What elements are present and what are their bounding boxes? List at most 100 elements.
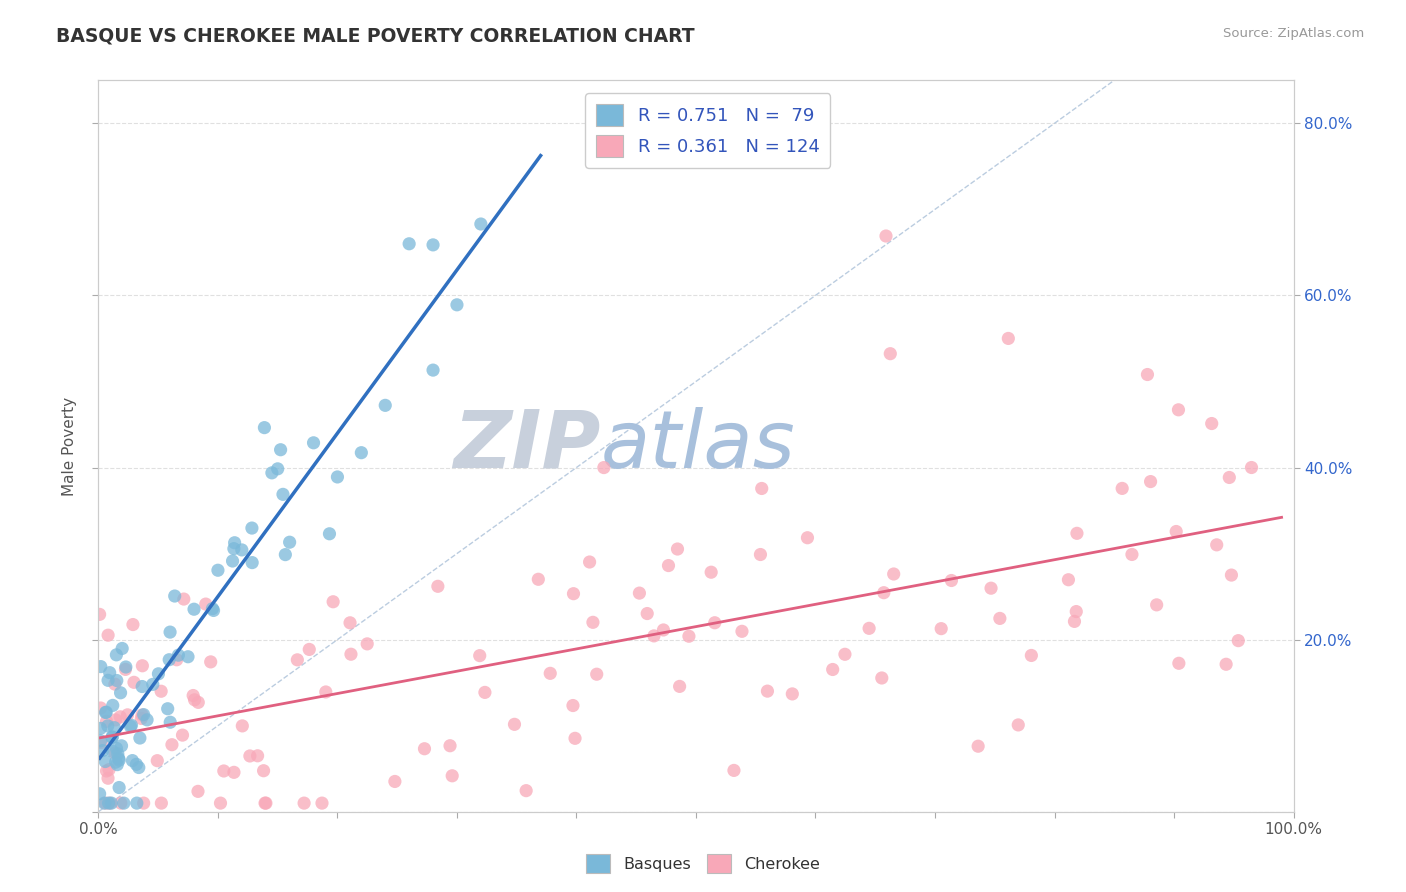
Point: [374, 398, 396, 412]
Point: [271, 487, 294, 501]
Point: [222, 541, 245, 556]
Point: [821, 663, 844, 677]
Point: [267, 462, 290, 476]
Point: [111, 641, 134, 656]
Point: [94, 796, 117, 810]
Point: [413, 741, 436, 756]
Point: [110, 739, 132, 753]
Point: [101, 730, 124, 744]
Text: Source: ZipAtlas.com: Source: ZipAtlas.com: [1223, 27, 1364, 40]
Point: [209, 796, 232, 810]
Point: [105, 648, 128, 662]
Point: [422, 363, 444, 377]
Point: [446, 298, 468, 312]
Point: [110, 710, 132, 724]
Point: [582, 615, 605, 630]
Point: [157, 653, 180, 667]
Point: [292, 796, 315, 810]
Point: [503, 717, 526, 731]
Point: [96, 705, 118, 719]
Point: [285, 653, 308, 667]
Point: [246, 748, 269, 763]
Point: [131, 708, 153, 723]
Point: [941, 574, 963, 588]
Point: [212, 764, 235, 778]
Point: [254, 796, 277, 810]
Point: [90, 701, 112, 715]
Point: [148, 666, 170, 681]
Point: [105, 673, 128, 688]
Point: [90, 659, 112, 673]
Point: [98, 763, 121, 777]
Point: [120, 719, 142, 733]
Point: [270, 442, 292, 457]
Point: [751, 482, 773, 496]
Point: [1167, 657, 1189, 671]
Point: [723, 764, 745, 778]
Point: [107, 747, 129, 761]
Point: [89, 722, 111, 736]
Point: [988, 611, 1011, 625]
Point: [107, 751, 129, 765]
Point: [929, 622, 952, 636]
Point: [131, 711, 153, 725]
Point: [980, 581, 1002, 595]
Point: [125, 796, 148, 810]
Point: [187, 784, 209, 798]
Point: [101, 744, 124, 758]
Point: [98, 796, 121, 810]
Point: [194, 597, 217, 611]
Point: [104, 677, 127, 691]
Point: [252, 764, 274, 778]
Point: [121, 754, 143, 768]
Point: [105, 757, 128, 772]
Point: [132, 796, 155, 810]
Point: [97, 628, 120, 642]
Point: [97, 796, 120, 810]
Point: [128, 760, 150, 774]
Point: [115, 660, 138, 674]
Point: [439, 739, 461, 753]
Point: [224, 535, 246, 549]
Point: [756, 684, 779, 698]
Point: [278, 535, 301, 549]
Point: [585, 667, 607, 681]
Point: [967, 739, 990, 754]
Point: [177, 649, 200, 664]
Point: [474, 685, 496, 699]
Text: atlas: atlas: [600, 407, 796, 485]
Point: [183, 602, 205, 616]
Point: [120, 718, 142, 732]
Point: [1220, 568, 1243, 582]
Point: [311, 796, 333, 810]
Point: [350, 445, 373, 459]
Point: [90, 734, 112, 748]
Point: [172, 728, 194, 742]
Point: [468, 648, 491, 663]
Point: [422, 238, 444, 252]
Point: [160, 738, 183, 752]
Point: [782, 687, 804, 701]
Point: [1240, 460, 1263, 475]
Point: [96, 764, 118, 778]
Point: [146, 754, 169, 768]
Point: [156, 702, 179, 716]
Point: [326, 470, 349, 484]
Point: [142, 677, 165, 691]
Point: [749, 548, 772, 562]
Point: [1167, 402, 1189, 417]
Point: [1064, 605, 1087, 619]
Y-axis label: Male Poverty: Male Poverty: [62, 396, 77, 496]
Point: [834, 648, 856, 662]
Point: [221, 554, 243, 568]
Point: [1227, 633, 1250, 648]
Legend: Basques, Cherokee: Basques, Cherokee: [581, 847, 825, 880]
Point: [117, 707, 139, 722]
Point: [1136, 368, 1159, 382]
Point: [1139, 475, 1161, 489]
Point: [94, 755, 117, 769]
Point: [678, 629, 700, 643]
Point: [122, 675, 145, 690]
Point: [1121, 548, 1143, 562]
Point: [315, 685, 337, 699]
